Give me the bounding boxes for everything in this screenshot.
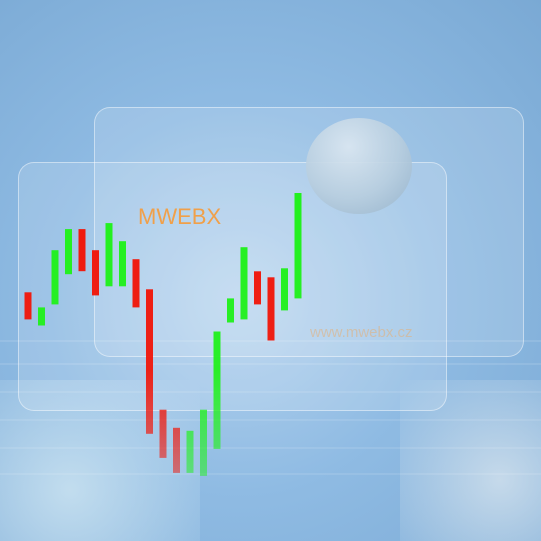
candle-up <box>281 268 288 310</box>
candle-up <box>65 229 72 274</box>
candle-up <box>241 247 248 319</box>
candle-up <box>200 410 207 476</box>
candle-up <box>295 193 302 298</box>
candle-up <box>38 307 45 325</box>
candle-up <box>227 298 234 322</box>
candle-up <box>52 250 59 304</box>
candle-down <box>92 250 99 295</box>
candle-down <box>173 428 180 473</box>
candle-up <box>214 332 221 449</box>
candle-up <box>106 223 113 286</box>
candle-down <box>268 277 275 340</box>
candle-up <box>187 431 194 473</box>
candle-down <box>254 271 261 304</box>
candle-down <box>146 289 153 434</box>
candle-down <box>79 229 86 271</box>
candle-down <box>160 410 167 458</box>
candle-down <box>25 292 32 319</box>
candle-up <box>119 241 126 286</box>
candle-down <box>133 259 140 307</box>
